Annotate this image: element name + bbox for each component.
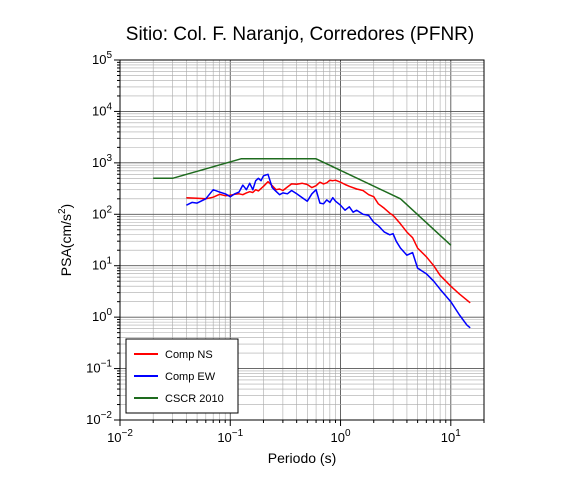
y-axis-label-close: ) [58, 204, 74, 209]
y-tick-label-base: 10 [92, 206, 106, 221]
series-line-cscr-2010 [153, 158, 452, 246]
x-tick-label-base: 10 [331, 430, 345, 445]
x-tick-label-base: 10 [217, 430, 231, 445]
y-tick-label-base: 10 [92, 258, 106, 273]
y-tick-label-exp: 5 [106, 50, 112, 61]
series-line-comp-ew [186, 173, 471, 329]
y-axis-label-main: PSA(cm/s [58, 214, 74, 276]
y-tick-label-exp: 4 [106, 101, 112, 112]
y-axis-label-exp: 2 [57, 208, 68, 214]
y-tick-label: 10−1 [86, 359, 112, 376]
x-tick-label-base: 10 [441, 430, 455, 445]
y-tick-label-exp: 2 [106, 204, 112, 215]
series-line-comp-ns [186, 179, 471, 304]
y-tick-label-base: 10 [92, 309, 106, 324]
y-tick-label-exp: 3 [106, 153, 112, 164]
y-tick-label: 105 [92, 50, 112, 67]
y-tick-label-exp: −2 [101, 410, 113, 421]
y-tick-label-base: 10 [92, 52, 106, 67]
y-tick-label: 102 [92, 204, 112, 221]
legend-label-ew: Comp EW [165, 371, 216, 383]
y-tick-label-base: 10 [92, 155, 106, 170]
grid [119, 59, 485, 421]
x-tick-label: 100 [331, 428, 351, 445]
chart-title: Sitio: Col. F. Naranjo, Corredores (PFNR… [126, 24, 474, 45]
y-tick-label-base: 10 [92, 103, 106, 118]
x-tick-label-base: 10 [107, 430, 121, 445]
x-tick-label-exp: −1 [232, 428, 244, 439]
x-tick-label: 101 [441, 428, 461, 445]
x-tick-label-exp: −2 [122, 428, 134, 439]
y-tick-label-exp: 0 [106, 307, 112, 318]
x-tick-label-exp: 1 [455, 428, 461, 439]
y-axis-label: PSA(cm/s2) [57, 204, 74, 276]
y-tick-label: 104 [92, 101, 112, 118]
x-tick-label: 10−2 [107, 428, 133, 445]
legend: Comp NS Comp EW CSCR 2010 [125, 338, 239, 414]
y-tick-label: 103 [92, 153, 112, 170]
plot-frame [119, 59, 485, 421]
x-tick-label-exp: 0 [345, 428, 351, 439]
y-tick-label: 101 [92, 256, 112, 273]
series-group [153, 158, 471, 329]
y-tick-label-exp: −1 [101, 359, 113, 370]
legend-label-ns: Comp NS [165, 349, 213, 361]
y-tick-label-base: 10 [86, 361, 100, 376]
x-axis-label: Periodo (s) [268, 450, 336, 466]
y-tick-label: 100 [92, 307, 112, 324]
y-tick-label: 10−2 [86, 410, 112, 427]
y-tick-label-exp: 1 [106, 256, 112, 267]
y-tick-label-base: 10 [86, 412, 100, 427]
x-tick-label: 10−1 [217, 428, 243, 445]
legend-label-cscr: CSCR 2010 [165, 393, 224, 405]
